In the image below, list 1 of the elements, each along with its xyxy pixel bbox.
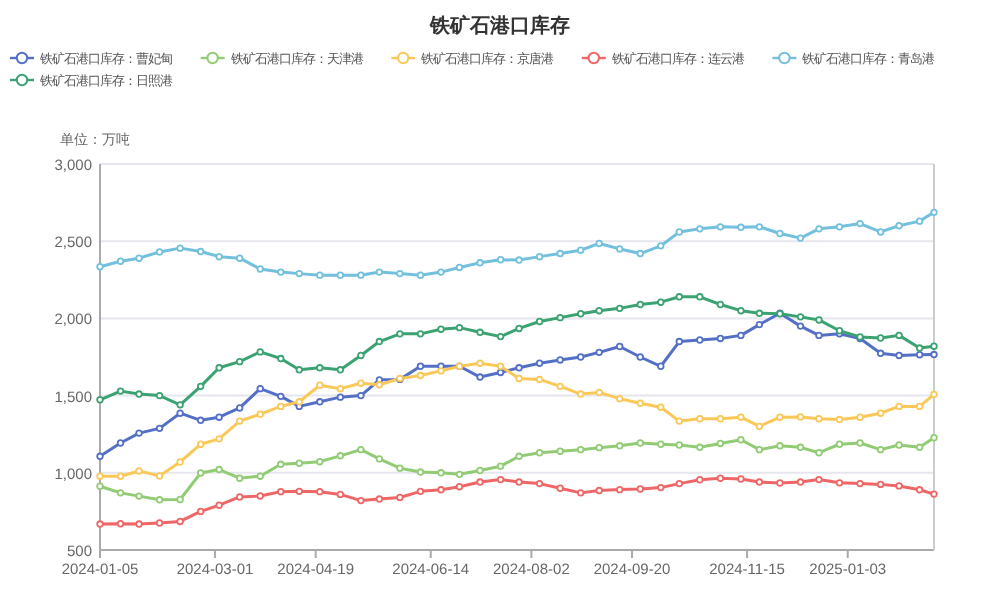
chart-title: 铁矿石港口库存 (428, 14, 570, 38)
